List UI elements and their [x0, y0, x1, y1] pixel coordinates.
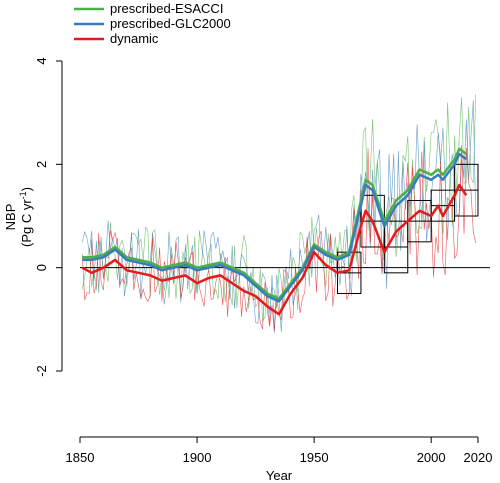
y-axis-title: NBP (Pg C yr-1): [3, 187, 34, 247]
x-tick-label-4: 2020: [464, 450, 493, 465]
annual-trace-2: [82, 145, 476, 332]
x-tick-label-0: 1850: [66, 450, 95, 465]
series-line-prescribed-GLC2000: [82, 152, 468, 303]
x-tick-label-2: 1950: [300, 450, 329, 465]
series-line-prescribed-ESACCI: [82, 147, 468, 300]
legend-label-esacci: prescribed-ESACCI: [110, 1, 223, 16]
y-axis: -2 0 2 4: [34, 57, 63, 377]
y-tick-label-1: 0: [34, 264, 49, 271]
legend-label-glc2000: prescribed-GLC2000: [110, 16, 231, 31]
y-axis-unit: (Pg C yr: [19, 199, 34, 247]
y-tick-label-2: 2: [34, 161, 49, 168]
y-tick-label-3: 4: [34, 57, 49, 64]
legend: prescribed-ESACCI prescribed-GLC2000 dyn…: [74, 1, 231, 46]
x-axis-title: Year: [266, 468, 293, 483]
series-layer: [81, 147, 468, 316]
y-tick-label-0: -2: [34, 365, 49, 377]
y-axis-unit-superscript: -1: [18, 191, 28, 199]
x-axis: 1850 1900 1950 2000 2020: [66, 436, 493, 465]
y-axis-unit-close: ): [19, 187, 34, 191]
x-tick-label-3: 2000: [417, 450, 446, 465]
x-tick-label-1: 1900: [183, 450, 212, 465]
y-axis-title-line2: (Pg C yr-1): [18, 187, 34, 247]
y-axis-title-line1: NBP: [3, 204, 18, 231]
series-line-dynamic: [81, 183, 468, 316]
legend-label-dynamic: dynamic: [110, 31, 159, 46]
